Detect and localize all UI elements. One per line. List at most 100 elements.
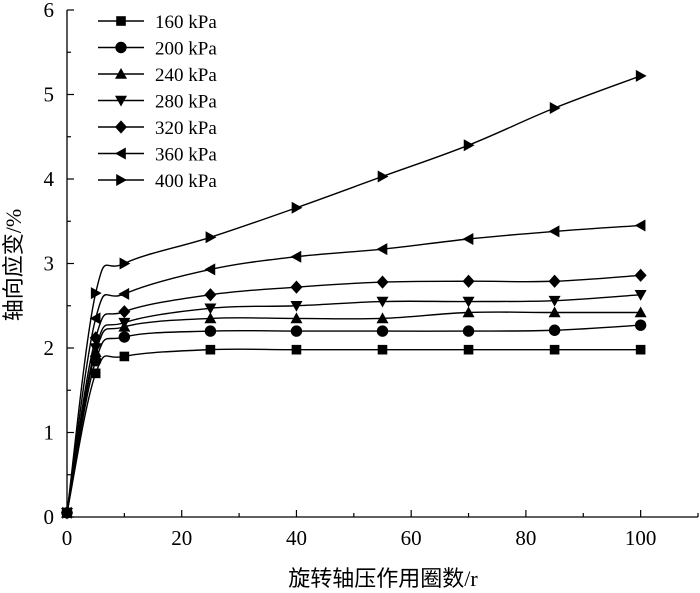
series-line: [66, 224, 641, 513]
data-point: [634, 289, 647, 301]
data-point: [549, 344, 560, 355]
series-line: [66, 311, 641, 513]
x-tick-label: 80: [515, 526, 536, 550]
data-point: [634, 268, 647, 282]
legend-entry: 200 kPa: [98, 39, 217, 60]
data-point: [462, 232, 474, 245]
data-point: [204, 288, 217, 302]
x-tick-label: 0: [62, 526, 73, 550]
legend-label: 200 kPa: [155, 39, 217, 60]
data-point: [89, 312, 101, 325]
legend-label: 360 kPa: [155, 145, 217, 166]
data-point: [205, 344, 216, 355]
data-point: [119, 257, 131, 270]
legend-label: 320 kPa: [155, 118, 217, 139]
series-240-kpa: [61, 306, 647, 518]
data-point: [462, 325, 475, 337]
data-point: [290, 300, 303, 312]
legend-marker: [115, 68, 127, 79]
legend-marker: [116, 174, 127, 186]
series-280-kpa: [61, 289, 647, 519]
legend-entry: 320 kPa: [98, 118, 217, 139]
legend-label: 280 kPa: [155, 92, 217, 113]
y-tick-label: 2: [44, 336, 55, 360]
x-axis-title: 旋转轴压作用圈数/r: [288, 566, 478, 591]
legend-entry: 360 kPa: [98, 145, 217, 166]
series-line: [66, 75, 641, 513]
data-point: [376, 325, 389, 337]
series-360-kpa: [61, 219, 646, 519]
data-point: [463, 139, 475, 152]
data-point: [118, 331, 131, 343]
y-tick-label: 6: [44, 0, 55, 22]
series-line: [66, 348, 641, 513]
y-tick-label: 3: [44, 252, 55, 276]
data-point: [462, 274, 475, 288]
data-point: [548, 274, 561, 288]
legend-entry: 160 kPa: [98, 12, 217, 33]
data-point: [119, 351, 130, 362]
legend-marker: [115, 41, 127, 54]
data-point: [377, 344, 388, 355]
legend-label: 400 kPa: [155, 171, 217, 192]
data-point: [204, 263, 216, 276]
x-tick-label: 60: [401, 526, 422, 550]
y-tick-label: 1: [44, 421, 55, 445]
data-point: [634, 219, 646, 232]
x-tick-label: 100: [625, 526, 657, 550]
data-point: [548, 225, 560, 238]
data-point: [204, 325, 217, 337]
data-point: [291, 201, 303, 214]
legend-marker: [115, 95, 127, 107]
data-point: [290, 312, 303, 324]
data-point: [204, 303, 217, 315]
series-200-kpa: [61, 319, 647, 519]
data-point: [118, 317, 131, 329]
data-point: [205, 231, 217, 244]
data-point: [462, 296, 475, 308]
series-320-kpa: [61, 268, 647, 520]
data-point: [290, 325, 303, 337]
series-layer: [61, 69, 647, 520]
data-point: [549, 102, 561, 115]
data-point: [548, 306, 561, 318]
data-point: [635, 69, 647, 82]
x-tick-label: 20: [171, 526, 192, 550]
data-point: [118, 305, 131, 319]
legend-marker: [115, 120, 127, 134]
legend-entry: 280 kPa: [98, 92, 217, 113]
legend-marker: [115, 147, 126, 160]
data-point: [462, 306, 475, 318]
data-point: [634, 319, 647, 331]
data-point: [463, 344, 474, 355]
data-point: [548, 295, 561, 307]
legend-entry: 400 kPa: [98, 171, 217, 192]
data-point: [376, 312, 389, 324]
data-point: [290, 280, 303, 294]
data-point: [291, 344, 302, 355]
data-point: [376, 275, 389, 289]
y-tick-label: 5: [44, 83, 55, 107]
data-point: [376, 243, 388, 256]
series-400-kpa: [62, 69, 647, 519]
data-point: [90, 368, 101, 379]
x-tick-label: 40: [286, 526, 307, 550]
data-point: [290, 250, 302, 263]
data-point: [376, 296, 389, 308]
legend: 160 kPa 200 kPa 240 kPa 280 kPa 320 kPa 360 k…: [98, 12, 217, 192]
legend-entry: 240 kPa: [98, 65, 217, 86]
y-axis-title: 轴向应变/%: [1, 209, 26, 321]
data-point: [204, 312, 217, 324]
data-point: [377, 170, 389, 183]
series-160-kpa: [62, 344, 646, 518]
data-point: [90, 287, 102, 300]
data-point: [548, 324, 561, 336]
legend-label: 240 kPa: [155, 65, 217, 86]
data-point: [634, 306, 647, 318]
data-point: [635, 344, 646, 355]
axes: 0 20 40 60 80 100 0 1 2 3 4 5 6: [44, 0, 699, 550]
legend-label: 160 kPa: [155, 12, 217, 33]
legend-marker: [116, 16, 126, 26]
data-point: [89, 343, 102, 354]
